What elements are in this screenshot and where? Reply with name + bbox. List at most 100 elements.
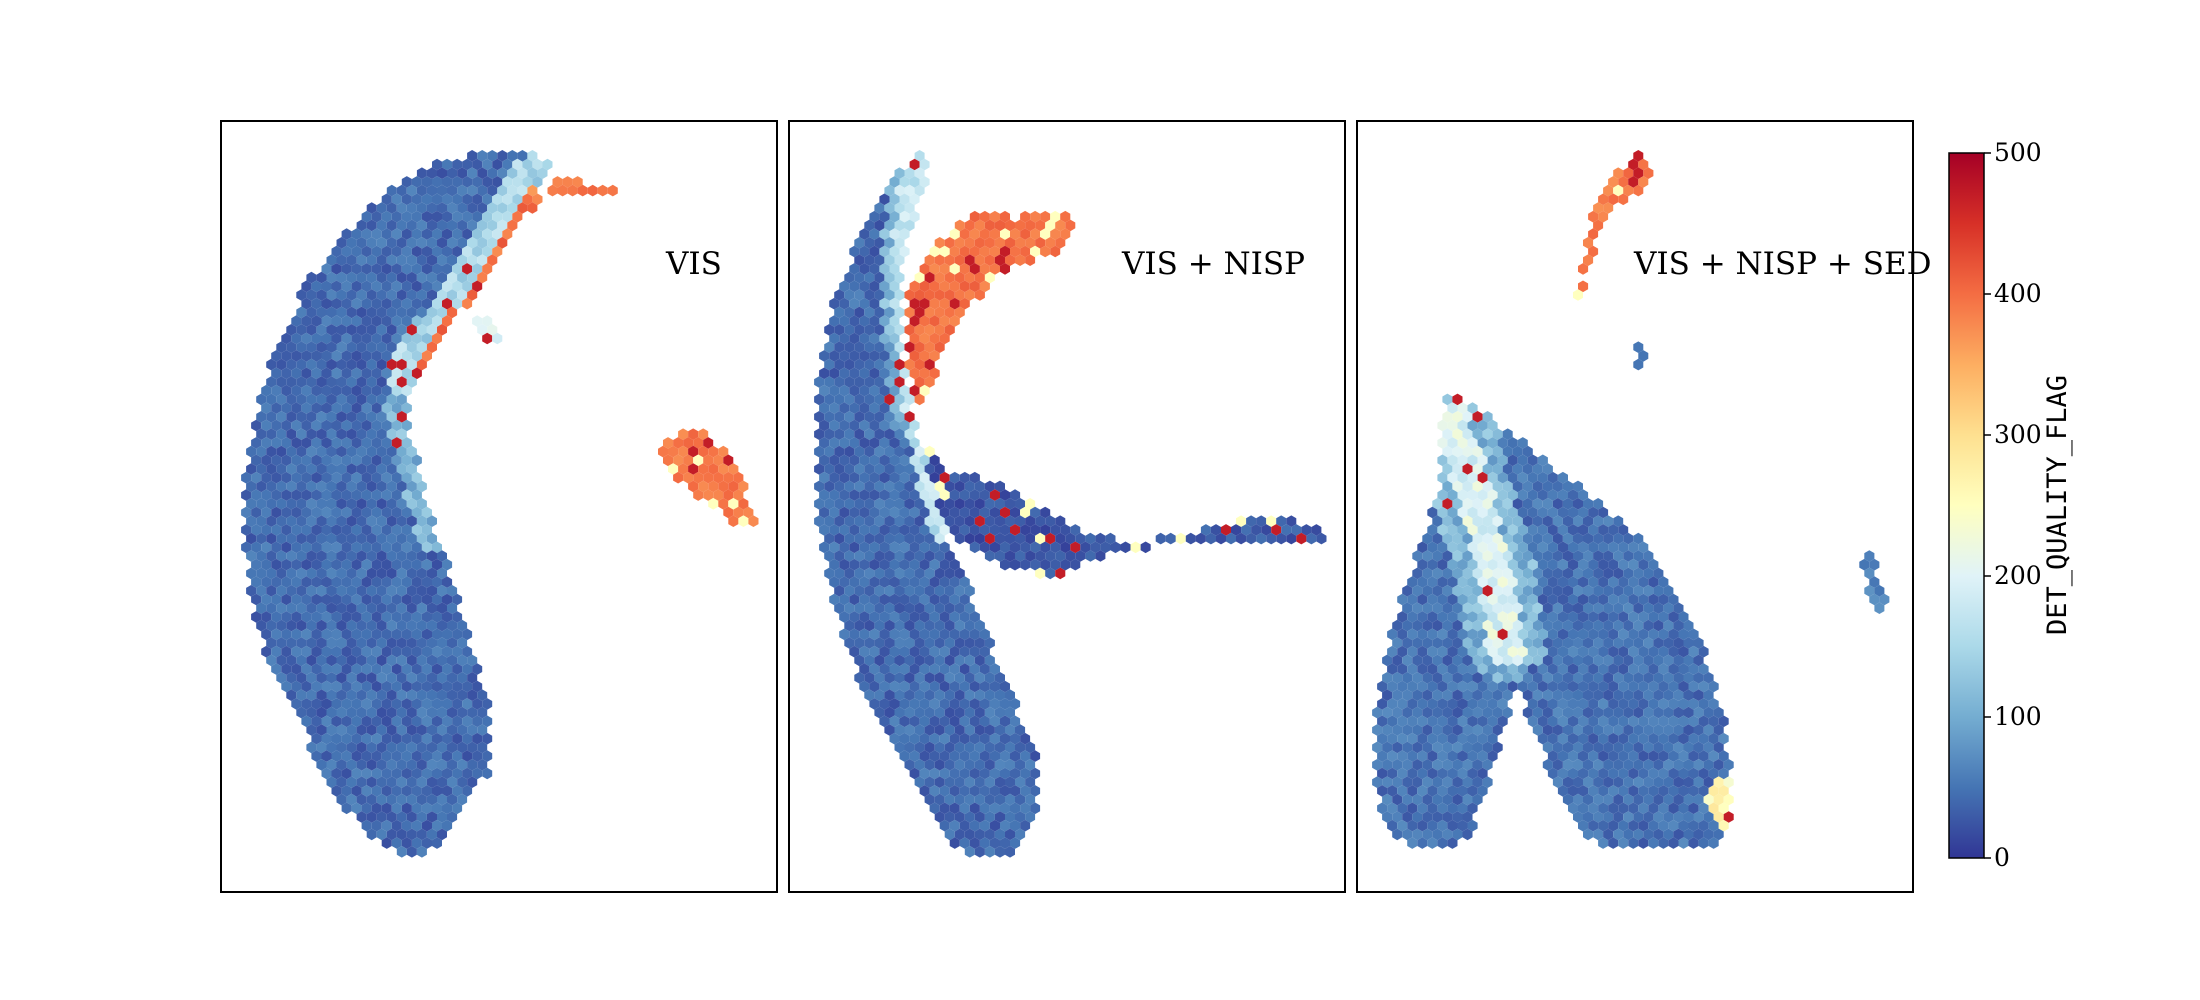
hexbin-cell [1723, 776, 1734, 788]
hexbin-cell [1573, 619, 1583, 632]
hexbin-cell [879, 645, 890, 658]
hexbin-cell [964, 672, 975, 684]
hexbin-cell [1547, 628, 1558, 641]
hexbin-cell [929, 558, 940, 571]
hexbin-cell [1517, 506, 1528, 519]
hexbin-cell [386, 393, 397, 406]
hexbin-cell [869, 367, 880, 380]
hexbin-cell [879, 384, 890, 397]
hexbin-cell [482, 767, 493, 780]
hexbin-cell [271, 419, 282, 432]
hexbin-cell [356, 341, 367, 353]
hexbin-cell [356, 654, 367, 667]
hexbin-cell [919, 176, 930, 188]
hexbin-cell [1065, 219, 1076, 232]
hexbin-cell [934, 619, 945, 632]
hexbin-cell [1447, 506, 1458, 519]
hexbin-cell [658, 445, 668, 458]
hexbin-cell [371, 802, 382, 815]
hexbin-cell [939, 628, 950, 641]
hexbin-cell [1628, 645, 1639, 658]
hexbin-cell [371, 593, 382, 606]
hexbin-cell [1578, 663, 1589, 675]
hexbin-cell [944, 498, 955, 510]
hexbin-cell [974, 846, 985, 858]
hexbin-cell [979, 506, 990, 519]
hexbin-cell [1628, 819, 1639, 832]
hexbin-cell [1397, 732, 1408, 745]
hexbin-cell [884, 341, 895, 353]
hexbin-cell [1417, 593, 1428, 606]
hexbin-cell [844, 515, 855, 527]
hexbin-cell [1643, 741, 1654, 754]
hexbin-cell [859, 454, 870, 467]
hexbin-cell [869, 350, 880, 362]
hexbin-cell [1397, 698, 1408, 710]
hexbin-cell [939, 332, 950, 345]
hexbin-cell [929, 715, 940, 728]
hexbin-cell [899, 228, 910, 240]
hexbin-cell [1663, 706, 1674, 719]
hexbin-cell [361, 454, 372, 467]
hexbin-cell [884, 672, 895, 684]
hexbin-cell [321, 645, 332, 658]
hexbin-cell [361, 698, 372, 710]
hexbin-cell [426, 724, 437, 736]
hexbin-cell [914, 515, 925, 527]
hexbin-cell [396, 358, 407, 371]
hexbin-cell [361, 437, 372, 449]
hexbin-cell [889, 419, 900, 432]
hexbin-cell [814, 411, 825, 423]
hexbin-cell [874, 445, 885, 458]
hexbin-cell [376, 811, 387, 823]
hexbin-cell [1648, 645, 1659, 658]
hexbin-cell [1412, 776, 1423, 788]
hexbin-cell [291, 628, 302, 641]
hexbin-cell [909, 715, 920, 728]
hexbin-cell [859, 611, 870, 623]
hexbin-cell [316, 341, 327, 353]
hexbin-cell [1718, 802, 1729, 815]
hexbin-cell [1578, 785, 1589, 797]
hexbin-cell [919, 576, 930, 588]
hexbin-cell [251, 419, 262, 432]
hexbin-layer-vis-nisp-sed [1372, 150, 1890, 849]
hexbin-cell [266, 463, 277, 475]
hexbin-cell [1598, 715, 1609, 728]
hexbin-cell [949, 228, 960, 240]
hexbin-cell [1015, 532, 1026, 545]
hexbin-cell [879, 471, 890, 484]
hexbin-cell [296, 393, 307, 406]
hexbin-cell [924, 515, 935, 527]
hexbin-cell [311, 750, 322, 762]
hexbin-cell [366, 237, 377, 249]
hexbin-cell [1432, 811, 1443, 823]
hexbin-cell [964, 237, 975, 249]
hexbin-cell [306, 428, 317, 440]
hexbin-cell [366, 828, 377, 841]
hexbin-cell [698, 463, 709, 475]
hexbin-cell [1633, 358, 1644, 371]
hexbin-cell [281, 332, 292, 345]
hexbin-cell [849, 263, 860, 275]
hexbin-cell [316, 637, 327, 649]
hexbin-cell [301, 350, 312, 362]
panel-label-vis-nisp: VIS + NISP [1121, 246, 1305, 282]
hexbin-cell [361, 524, 372, 536]
hexbin-cell [1663, 654, 1674, 667]
hexbin-cell [819, 524, 830, 536]
hexbin-cell [1628, 767, 1639, 780]
hexbin-cell [879, 663, 890, 675]
hexbin-cell [874, 254, 885, 266]
hexbin-cell [1708, 819, 1719, 832]
hexbin-cell [949, 506, 960, 519]
hexbin-cell [261, 402, 272, 414]
hexbin-cell [411, 332, 422, 345]
hexbin-cell [1236, 532, 1247, 545]
hexbin-cell [276, 480, 287, 493]
hexbin-cell [884, 515, 895, 527]
hexbin-cell [1613, 706, 1624, 719]
hexbin-cell [869, 419, 880, 432]
hexbin-cell [291, 315, 302, 327]
hexbin-cell [854, 498, 865, 510]
